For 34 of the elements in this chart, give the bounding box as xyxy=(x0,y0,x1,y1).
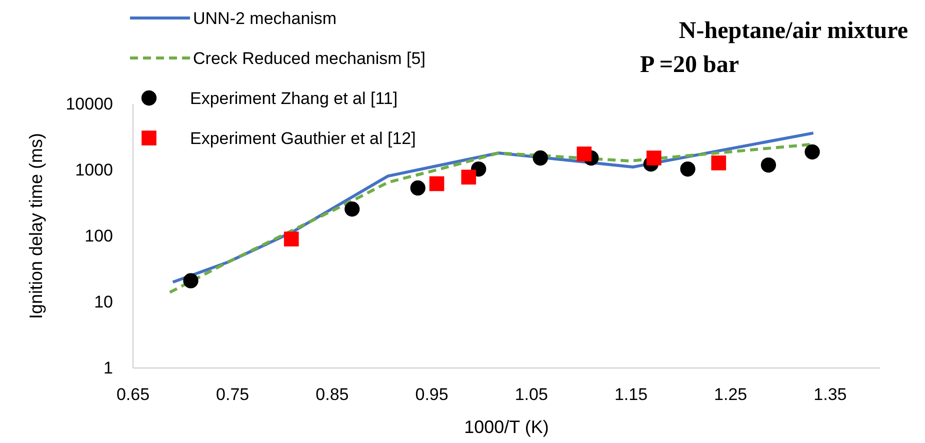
point xyxy=(760,157,776,173)
point xyxy=(532,150,548,166)
x-tick-label: 1.05 xyxy=(514,385,548,404)
x-tick-label: 0.85 xyxy=(316,385,349,404)
point xyxy=(284,232,299,246)
point xyxy=(410,180,426,196)
point xyxy=(429,176,444,192)
point xyxy=(646,150,662,166)
y-tick-label: 10 xyxy=(94,292,113,312)
legend-label: Experiment Gauthier et al [12] xyxy=(190,129,416,148)
y-tick-label: 10000 xyxy=(66,94,113,114)
y-tick-label: 1 xyxy=(104,358,113,378)
legend-label: Experiment Zhang et al [11] xyxy=(190,89,398,108)
point xyxy=(344,202,360,217)
x-axis-title: 1000/T (K) xyxy=(464,417,549,437)
legend-label: UNN-2 mechanism xyxy=(193,9,337,28)
x-tick-label: 1.15 xyxy=(614,385,648,404)
x-tick-label: 1.25 xyxy=(714,385,748,404)
chart-subtitle: P =20 bar xyxy=(640,52,740,78)
x-tick-label: 1.35 xyxy=(814,385,847,404)
y-tick-label: 100 xyxy=(84,226,113,246)
x-tick-label: 0.95 xyxy=(415,385,448,404)
y-tick-label: 1000 xyxy=(75,160,113,180)
point xyxy=(183,273,198,288)
legend-label: Creck Reduced mechanism [5] xyxy=(193,49,426,68)
point xyxy=(576,146,592,162)
point xyxy=(804,144,820,160)
y-axis-title: Ignition delay time (ms) xyxy=(26,132,46,320)
point xyxy=(680,161,696,177)
x-tick-label: 0.65 xyxy=(116,385,150,404)
x-tick-label: 0.75 xyxy=(216,385,250,404)
point xyxy=(711,156,726,170)
point xyxy=(461,170,476,185)
chart-title: N-heptane/air mixture xyxy=(678,18,908,44)
